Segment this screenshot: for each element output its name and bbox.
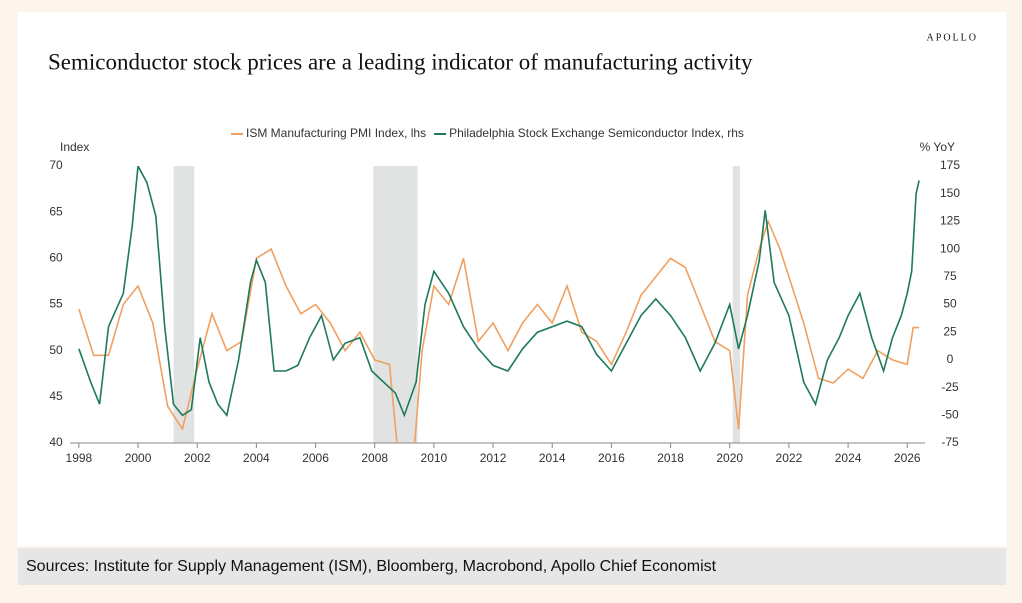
x-tick-label: 1998 bbox=[66, 451, 93, 465]
y2-tick-label: -25 bbox=[941, 380, 959, 394]
x-tick-label: 2006 bbox=[302, 451, 329, 465]
x-tick-label: 2022 bbox=[776, 451, 803, 465]
y-axis-label: Index bbox=[60, 140, 89, 154]
y-tick-label: 65 bbox=[49, 204, 63, 218]
x-tick-label: 2012 bbox=[480, 451, 507, 465]
series-line bbox=[78, 219, 920, 443]
y2-tick-label: 100 bbox=[940, 241, 960, 255]
x-tick-label: 2020 bbox=[716, 451, 743, 465]
y2-tick-label: 25 bbox=[943, 324, 957, 338]
y2-tick-label: 75 bbox=[943, 269, 957, 283]
x-tick-label: 2026 bbox=[894, 451, 921, 465]
y2-tick-label: 50 bbox=[943, 297, 957, 311]
recession-band bbox=[732, 166, 741, 443]
brand: APOLLO bbox=[927, 32, 978, 43]
y2-tick-label: 175 bbox=[940, 158, 960, 172]
y-tick-label: 40 bbox=[49, 435, 63, 449]
legend: ISM Manufacturing PMI Index, lhs Philadel… bbox=[231, 126, 744, 140]
y-tick-label: 55 bbox=[49, 297, 63, 311]
legend-label: ISM Manufacturing PMI Index, lhs bbox=[246, 126, 426, 140]
x-tick-label: 2016 bbox=[598, 451, 625, 465]
x-tick-label: 2000 bbox=[125, 451, 152, 465]
y2-tick-label: 150 bbox=[940, 186, 960, 200]
source-note: Sources: Institute for Supply Management… bbox=[18, 548, 1006, 585]
y2-tick-label: 125 bbox=[940, 214, 960, 228]
x-tick-label: 2008 bbox=[361, 451, 388, 465]
y2-axis-label: % YoY bbox=[920, 140, 955, 154]
y-tick-label: 60 bbox=[49, 251, 63, 265]
recession-band bbox=[173, 166, 195, 443]
y2-tick-label: 0 bbox=[947, 352, 954, 366]
y-tick-label: 45 bbox=[49, 389, 63, 403]
x-tick-label: 2014 bbox=[539, 451, 566, 465]
x-tick-label: 2004 bbox=[243, 451, 270, 465]
recession-band bbox=[373, 166, 418, 443]
chart: Semiconductor stock prices are a leading… bbox=[48, 32, 978, 465]
y-tick-label: 50 bbox=[49, 343, 63, 357]
x-tick-label: 2018 bbox=[657, 451, 684, 465]
y-tick-label: 70 bbox=[49, 158, 63, 172]
x-tick-label: 2010 bbox=[421, 451, 448, 465]
x-tick-label: 2002 bbox=[184, 451, 211, 465]
x-tick-label: 2024 bbox=[835, 451, 862, 465]
y2-tick-label: -50 bbox=[941, 407, 959, 421]
series-line bbox=[78, 166, 920, 418]
y2-tick-label: -75 bbox=[941, 435, 959, 449]
chart-title: Semiconductor stock prices are a leading… bbox=[48, 49, 753, 74]
legend-label: Philadelphia Stock Exchange Semiconducto… bbox=[449, 126, 744, 140]
